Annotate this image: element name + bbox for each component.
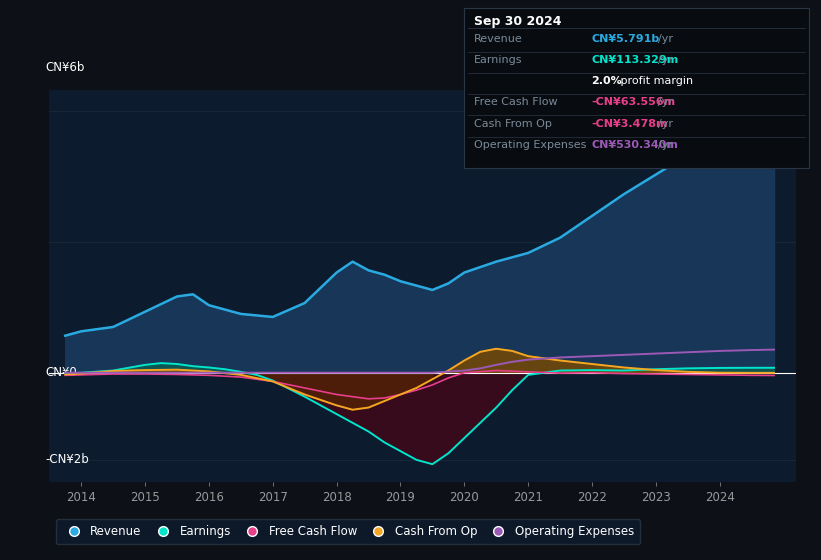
- Text: CN¥113.329m: CN¥113.329m: [591, 55, 678, 65]
- Text: CN¥0: CN¥0: [45, 366, 77, 379]
- Text: Free Cash Flow: Free Cash Flow: [474, 97, 557, 108]
- Text: /yr: /yr: [658, 140, 673, 150]
- Text: -CN¥2b: -CN¥2b: [45, 454, 89, 466]
- Text: Earnings: Earnings: [474, 55, 522, 65]
- Text: CN¥6b: CN¥6b: [45, 61, 85, 74]
- Text: profit margin: profit margin: [617, 76, 694, 86]
- Text: CN¥530.340m: CN¥530.340m: [591, 140, 678, 150]
- Text: Operating Expenses: Operating Expenses: [474, 140, 586, 150]
- Text: Sep 30 2024: Sep 30 2024: [474, 15, 562, 28]
- Text: /yr: /yr: [658, 97, 673, 108]
- Text: Revenue: Revenue: [474, 34, 522, 44]
- Text: 2.0%: 2.0%: [591, 76, 621, 86]
- Text: Cash From Op: Cash From Op: [474, 119, 552, 129]
- Text: /yr: /yr: [658, 55, 673, 65]
- Text: CN¥5.791b: CN¥5.791b: [591, 34, 659, 44]
- Text: -CN¥3.478m: -CN¥3.478m: [591, 119, 667, 129]
- Text: /yr: /yr: [658, 119, 673, 129]
- Text: /yr: /yr: [658, 34, 673, 44]
- Text: -CN¥63.556m: -CN¥63.556m: [591, 97, 675, 108]
- Legend: Revenue, Earnings, Free Cash Flow, Cash From Op, Operating Expenses: Revenue, Earnings, Free Cash Flow, Cash …: [56, 520, 640, 544]
